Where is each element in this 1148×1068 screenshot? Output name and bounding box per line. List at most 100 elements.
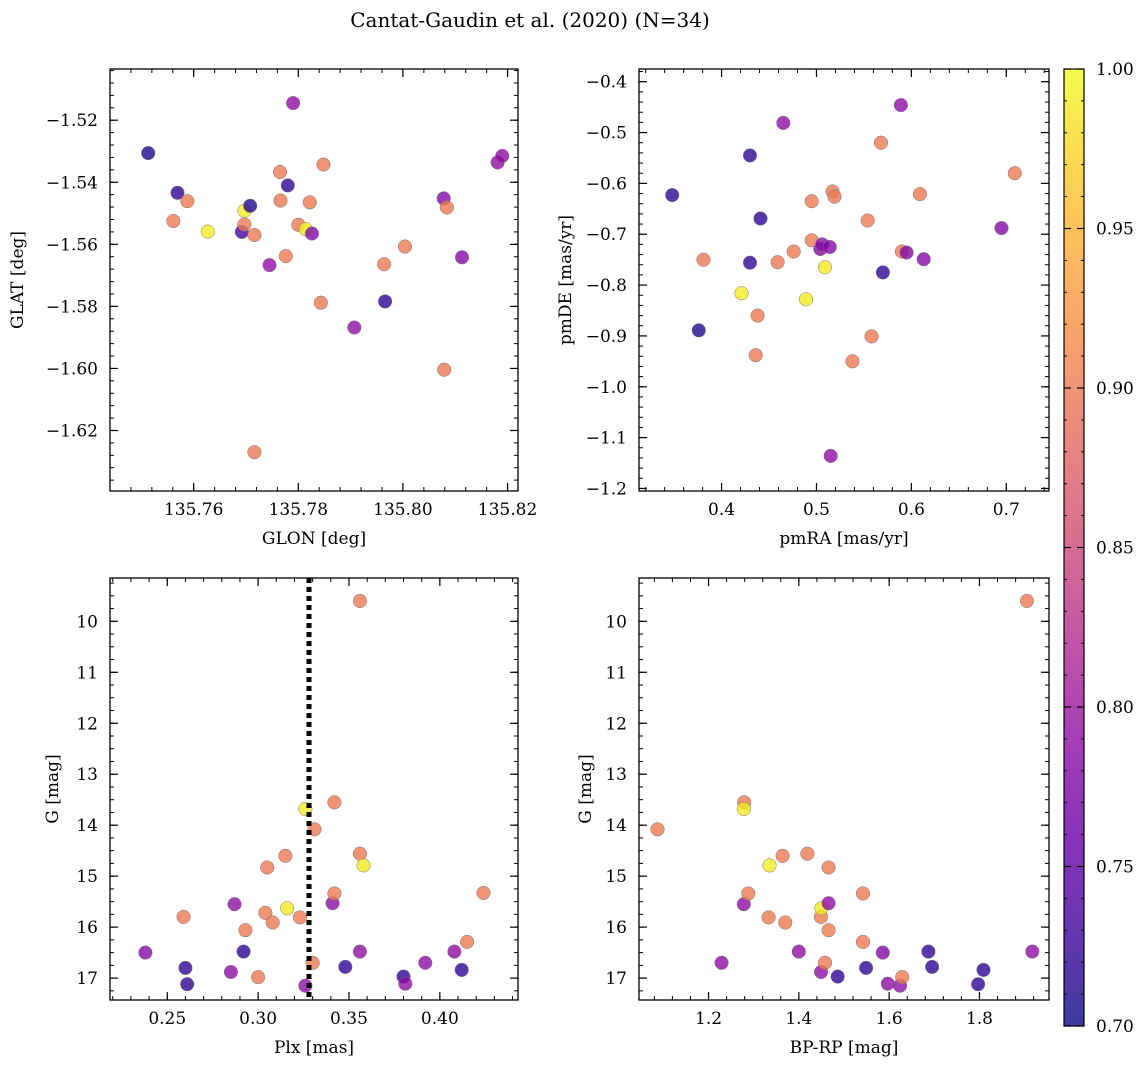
- data-point: [378, 294, 393, 309]
- data-point: [166, 213, 181, 229]
- data-point: [1007, 166, 1022, 181]
- data-point: [798, 292, 814, 307]
- data-point: [880, 976, 895, 991]
- colorbar-tick-label: 0.95: [1096, 220, 1134, 240]
- data-point: [817, 260, 833, 275]
- y-tick-label: −1.52: [46, 111, 98, 131]
- data-point: [347, 320, 362, 335]
- data-point: [180, 194, 195, 209]
- y-tick-label: 13: [605, 765, 627, 785]
- y-tick-label: −0.9: [586, 327, 627, 347]
- axes-frame: [638, 68, 1050, 492]
- y-tick-label: 11: [605, 663, 627, 683]
- data-point: [821, 860, 836, 875]
- data-point: [292, 910, 307, 925]
- data-point: [875, 265, 890, 280]
- data-point: [925, 959, 940, 974]
- y-axis-label: pmDE [mas/yr]: [556, 215, 576, 345]
- y-tick-label: −1.2: [586, 479, 627, 499]
- colorbar-tick-label: 0.75: [1096, 858, 1134, 878]
- x-tick-label: 0.40: [421, 1009, 459, 1029]
- data-point: [804, 194, 819, 209]
- axes-frame: [109, 68, 519, 492]
- data-point: [236, 944, 251, 959]
- data-point: [875, 945, 890, 960]
- data-point: [916, 252, 931, 267]
- points-plx-g: [138, 593, 491, 993]
- data-point: [895, 970, 910, 985]
- y-tick-label: −0.7: [586, 225, 627, 245]
- axes-frame: [109, 577, 519, 1001]
- data-point: [418, 955, 433, 970]
- data-point: [855, 886, 871, 901]
- data-point: [278, 249, 293, 264]
- data-point: [742, 148, 758, 163]
- data-point: [821, 896, 836, 911]
- y-tick-label: 14: [76, 816, 98, 836]
- data-point: [251, 970, 266, 985]
- y-axis-label: G [mag]: [576, 754, 596, 823]
- data-point: [302, 195, 317, 210]
- data-point: [439, 200, 454, 215]
- data-point: [454, 962, 469, 977]
- data-point: [377, 257, 392, 272]
- y-tick-label: −0.8: [586, 276, 627, 296]
- data-point: [200, 224, 215, 239]
- data-point: [1019, 593, 1034, 608]
- data-point: [822, 239, 837, 255]
- data-point: [873, 135, 889, 150]
- data-point: [460, 934, 475, 949]
- data-point: [899, 245, 914, 260]
- y-tick-label: 10: [76, 612, 98, 632]
- data-point: [976, 962, 991, 977]
- data-point: [447, 944, 462, 959]
- data-point: [855, 934, 871, 949]
- y-tick-label: −1.0: [586, 378, 627, 398]
- data-point: [912, 187, 927, 202]
- data-point: [258, 905, 273, 920]
- data-point: [238, 923, 253, 938]
- panel-plx-g: 0.25 0.30 0.35 0.40 10 11 12 13 14 15 16 17 Plx [mas…: [43, 577, 519, 1058]
- data-point: [775, 848, 790, 863]
- y-tick-label: 10: [605, 612, 627, 632]
- colorbar-tick-label: 0.80: [1096, 698, 1134, 718]
- data-point: [338, 959, 353, 974]
- y-tick-label: 16: [605, 918, 627, 938]
- data-point: [791, 944, 806, 959]
- data-point: [778, 915, 793, 930]
- data-point: [994, 221, 1009, 236]
- x-tick-label: 0.6: [898, 500, 925, 520]
- data-point: [800, 846, 815, 861]
- data-point: [262, 258, 277, 273]
- data-point: [247, 227, 262, 243]
- data-point: [227, 897, 242, 912]
- data-point: [352, 593, 367, 608]
- y-tick-label: 12: [76, 714, 98, 734]
- data-point: [273, 193, 288, 208]
- ticks-bprp-g: 1.2 1.4 1.6 1.8 10 11 12 13 14 15 16 17: [605, 578, 1049, 1029]
- data-point: [180, 977, 195, 992]
- data-point: [742, 255, 758, 270]
- data-point: [823, 448, 838, 463]
- points-bprp-g: [650, 593, 1040, 993]
- data-point: [313, 295, 328, 310]
- y-tick-label: −1.54: [46, 173, 98, 193]
- colorbar: 0.70 0.75 0.80 0.85 0.90 0.95 1.00: [1063, 60, 1134, 1037]
- colorbar-tick-label: 0.85: [1096, 539, 1134, 559]
- y-tick-label: 15: [605, 867, 627, 887]
- data-point: [786, 244, 801, 259]
- y-tick-label: 15: [76, 867, 98, 887]
- y-tick-label: −1.62: [46, 421, 98, 441]
- y-axis-label: G [mag]: [43, 754, 63, 823]
- y-tick-label: −0.5: [586, 124, 627, 144]
- data-point: [327, 886, 342, 901]
- data-point: [736, 801, 751, 816]
- axes-frame: [638, 577, 1050, 1001]
- y-axis-label: GLAT [deg]: [8, 231, 28, 329]
- colorbar-tick-label: 0.90: [1096, 379, 1134, 399]
- data-point: [750, 308, 765, 323]
- x-tick-label: 1.8: [966, 1009, 993, 1029]
- data-point: [748, 348, 763, 363]
- x-tick-label: 1.4: [785, 1009, 812, 1029]
